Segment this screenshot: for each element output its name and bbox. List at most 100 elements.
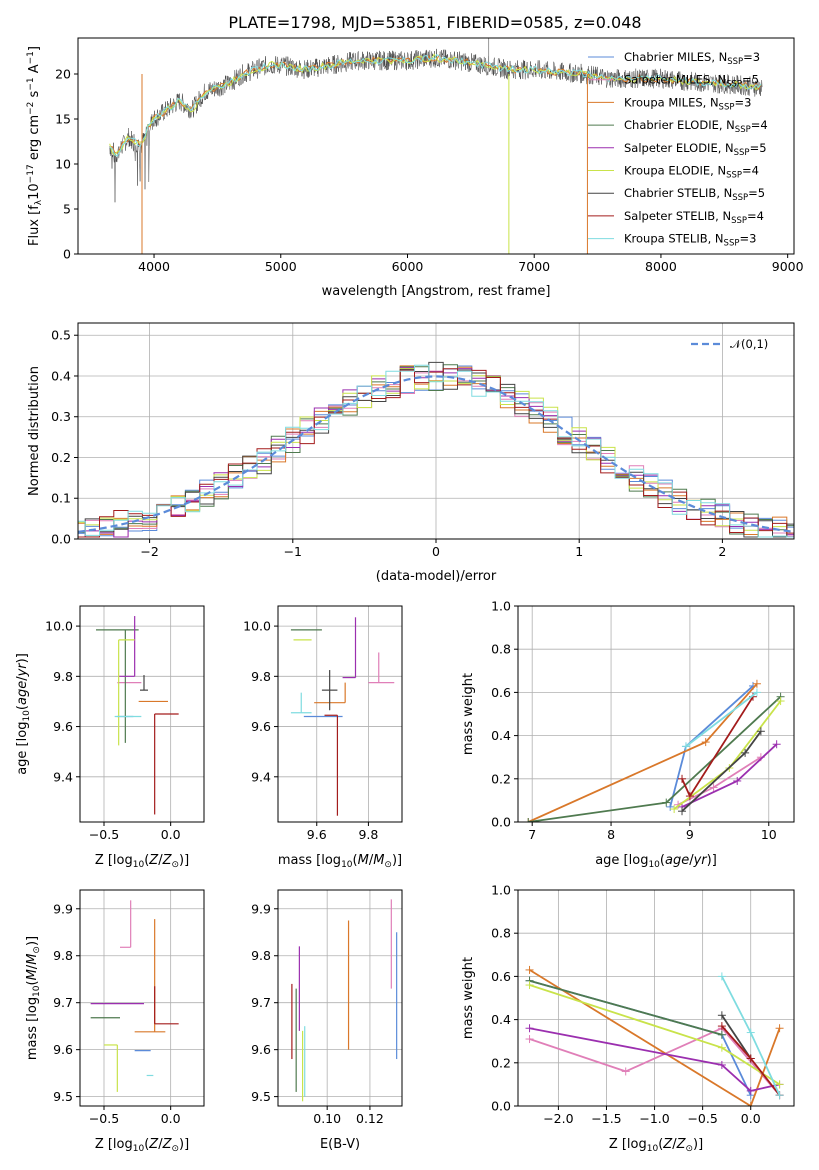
y-tick-label: 0.2	[51, 450, 71, 465]
age-weight-panel: 7 8 9 10 0.0 0.2 0.4 0.6 0.8 1.0 age [log10(age/yr…	[461, 599, 795, 870]
x-tick-label: 4000	[138, 259, 170, 274]
spectrum-panel: 4000 5000 6000 7000 8000 9000 0 5 10 15 20 waveleng…	[26, 37, 804, 299]
plot-area	[109, 38, 763, 254]
plot-frame	[517, 605, 795, 823]
legend-entry: Chabrier MILES, NSSP=3	[624, 50, 760, 67]
legend-entry: Chabrier ELODIE, NSSP=4	[624, 118, 768, 135]
y-tick-label: 9.4	[251, 769, 271, 784]
x-tick-label: −0.5	[89, 827, 119, 842]
y-tick-label: 0.5	[51, 328, 71, 343]
y-tick-label: 10	[55, 157, 71, 172]
mass-weight-series	[529, 969, 781, 1106]
x-tick-label: 5000	[265, 259, 297, 274]
mass-weight-series	[721, 1014, 752, 1059]
x-tick-label: 9.8	[358, 827, 378, 842]
y-axis-label: mass weight	[461, 673, 476, 755]
y-tick-label: 10.0	[243, 619, 271, 634]
y-tick-label: 9.7	[251, 995, 271, 1010]
plot-frame	[277, 605, 403, 823]
y-tick-label: 9.8	[53, 669, 73, 684]
y-axis-label: age [log10(age/yr)]	[15, 653, 32, 775]
y-axis-label: mass weight	[461, 957, 476, 1039]
z-age-panel: −0.5 0.0 9.4 9.6 9.8 10.0 Z [log10(Z/Z⊙)] age […	[15, 605, 205, 870]
x-tick-label: −0.5	[89, 1111, 119, 1126]
plot-frame	[77, 322, 795, 540]
y-tick-label: 0	[63, 247, 71, 262]
y-tick-label: 15	[55, 112, 71, 127]
legend: Chabrier MILES, NSSP=3 Salpeter MILES, NS…	[588, 50, 768, 249]
y-tick-label: 0.0	[51, 532, 71, 547]
y-tick-label: 10.0	[45, 619, 73, 634]
x-axis-label: (data-model)/error	[376, 569, 497, 584]
plot-area	[525, 965, 784, 1106]
x-tick-label: 7000	[518, 259, 550, 274]
x-tick-label: −1.5	[591, 1111, 621, 1126]
legend-entry: Salpeter ELODIE, NSSP=5	[624, 141, 767, 158]
mass-weight-series	[529, 1027, 780, 1092]
plot-area	[96, 616, 179, 815]
y-axis-label: Flux [fλ10−17 erg cm−2 s−1 A−1]	[26, 46, 44, 246]
x-tick-label: 9	[686, 827, 694, 842]
y-tick-label: 5	[63, 202, 71, 217]
plot-area	[78, 361, 794, 538]
plot-area	[90, 900, 179, 1092]
legend-entry: Salpeter STELIB, NSSP=4	[624, 209, 764, 226]
x-tick-label: 9000	[772, 259, 804, 274]
y-tick-label: 9.4	[53, 769, 73, 784]
x-tick-label: −2.0	[543, 1111, 573, 1126]
legend-entry: Kroupa MILES, NSSP=3	[624, 95, 751, 112]
y-tick-label: 9.9	[251, 901, 271, 916]
y-tick-label: 0.8	[491, 642, 511, 657]
x-tick-label: 0.0	[161, 827, 181, 842]
y-tick-label: 0.6	[491, 969, 511, 984]
plot-frame	[79, 889, 205, 1107]
x-tick-label: 1	[575, 544, 583, 559]
y-tick-label: 0.1	[51, 491, 71, 506]
y-tick-label: 0.2	[491, 1055, 511, 1070]
y-tick-label: 0.6	[491, 685, 511, 700]
mass-weight-series	[681, 696, 754, 798]
x-tick-label: 10	[761, 827, 777, 842]
mass-age-panel: 9.6 9.8 9.4 9.6 9.8 10.0 mass [log10(M/M⊙)]	[243, 605, 403, 870]
plot-frame	[79, 605, 205, 823]
y-tick-label: 9.6	[251, 719, 271, 734]
x-tick-label: 9.6	[307, 827, 327, 842]
residual-histogram	[78, 368, 794, 538]
x-axis-label: Z [log10(Z/Z⊙)]	[95, 853, 189, 870]
x-tick-label: 8000	[645, 259, 677, 274]
plot-frame	[77, 37, 795, 255]
legend-entry: 𝒩(0,1)	[730, 337, 768, 351]
residual-panel: −2 −1 0 1 2 0.0 0.1 0.2 0.3 0.4 0.5 (data-model)/er…	[27, 322, 795, 584]
z-mass-panel: −0.5 0.0 9.5 9.6 9.7 9.8 9.9 Z [log10(Z/Z⊙)] mas…	[25, 889, 205, 1154]
residual-histogram	[78, 364, 794, 538]
y-tick-label: 0.0	[491, 1099, 511, 1114]
plot-frame	[517, 889, 795, 1107]
y-axis-label: Normed distribution	[27, 366, 42, 496]
x-tick-label: 0.12	[356, 1111, 384, 1126]
x-tick-label: 6000	[392, 259, 424, 274]
y-tick-label: 20	[55, 67, 71, 82]
figure-title: PLATE=1798, MJD=53851, FIBERID=0585, z=0…	[228, 13, 641, 32]
y-tick-label: 0.2	[491, 771, 511, 786]
y-tick-label: 9.6	[53, 719, 73, 734]
x-tick-label: 0.0	[161, 1111, 181, 1126]
y-tick-label: 0.4	[51, 368, 71, 383]
legend-entry: Kroupa ELODIE, NSSP=4	[624, 164, 759, 181]
y-tick-label: 0.4	[491, 728, 511, 743]
y-tick-label: 1.0	[491, 599, 511, 614]
x-tick-label: 0.10	[313, 1111, 341, 1126]
x-axis-label: E(B-V)	[320, 1137, 360, 1152]
y-tick-label: 0.0	[491, 815, 511, 830]
x-axis-label: Z [log10(Z/Z⊙)]	[609, 1137, 703, 1154]
y-tick-label: 9.6	[251, 1042, 271, 1057]
mass-weight-series	[529, 979, 723, 1036]
x-axis-label: age [log10(age/yr)]	[595, 853, 717, 870]
mass-weight-series	[527, 683, 758, 822]
x-axis-label: wavelength [Angstrom, rest frame]	[322, 284, 551, 299]
residual-histogram	[78, 364, 794, 538]
x-tick-label: 0	[432, 544, 440, 559]
y-tick-label: 1.0	[491, 883, 511, 898]
y-tick-label: 9.8	[53, 948, 73, 963]
observed-spectrum	[109, 48, 763, 203]
